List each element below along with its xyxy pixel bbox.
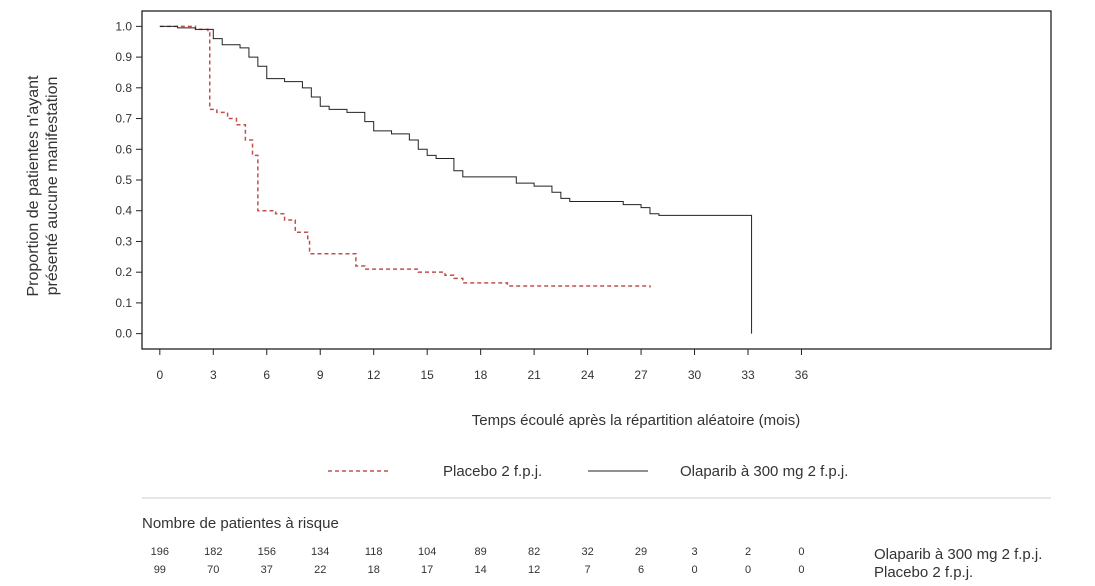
x-tick-label: 24 <box>581 368 595 382</box>
risk-table-title: Nombre de patientes à risque <box>142 515 339 532</box>
x-tick-label: 36 <box>795 368 809 382</box>
y-tick-label: 0.8 <box>115 81 132 95</box>
y-tick-label: 0.2 <box>115 265 132 279</box>
x-tick-label: 0 <box>156 368 163 382</box>
risk-value: 70 <box>207 564 219 576</box>
risk-row-label-olaparib: Olaparib à 300 mg 2 f.p.j. <box>874 546 1042 563</box>
x-tick-label: 9 <box>317 368 324 382</box>
risk-value: 2 <box>745 546 751 558</box>
x-tick-label: 18 <box>474 368 488 382</box>
risk-value: 32 <box>581 546 593 558</box>
risk-value: 0 <box>798 564 804 576</box>
risk-value: 99 <box>154 564 166 576</box>
y-tick-label: 0.3 <box>115 234 132 248</box>
risk-table: 196 182 156 134 118 104 89 82 32 29 3 2 099 70 37 22 18 1… <box>151 546 805 576</box>
risk-value: 182 <box>204 546 222 558</box>
risk-value: 29 <box>635 546 647 558</box>
risk-value: 7 <box>585 564 591 576</box>
risk-value: 17 <box>421 564 433 576</box>
risk-value: 22 <box>314 564 326 576</box>
x-tick-label: 33 <box>741 368 755 382</box>
y-axis-ticks: 0.0 0.1 0.2 0.3 0.4 0.5 0.6 0.7 0.8 0.9 1.0 <box>115 19 142 341</box>
risk-value: 156 <box>258 546 276 558</box>
risk-value: 104 <box>418 546 436 558</box>
risk-value: 118 <box>365 546 383 558</box>
risk-value: 3 <box>691 546 697 558</box>
y-axis-label-line-1: Proportion de patientes n'ayant <box>25 75 42 297</box>
x-tick-label: 15 <box>420 368 434 382</box>
series-line-olaparib <box>159 25 753 334</box>
y-axis-label-line-2: présenté aucune manifestation <box>44 77 61 296</box>
x-tick-label: 3 <box>210 368 217 382</box>
risk-value: 0 <box>745 564 751 576</box>
x-axis-label: Temps écoulé après la répartition aléato… <box>472 412 800 429</box>
risk-value: 89 <box>475 546 487 558</box>
series-line-placebo <box>159 25 651 288</box>
series-lines <box>159 25 753 334</box>
y-tick-label: 0.4 <box>115 204 132 218</box>
x-tick-label: 6 <box>263 368 270 382</box>
y-tick-label: 0.7 <box>115 112 132 126</box>
risk-value: 0 <box>798 546 804 558</box>
risk-value: 18 <box>368 564 380 576</box>
y-tick-label: 0.0 <box>115 327 132 341</box>
y-axis-label: Proportion de patientes n'ayant présenté… <box>25 75 61 297</box>
legend-label-olaparib: Olaparib à 300 mg 2 f.p.j. <box>680 463 848 480</box>
legend: Placebo 2 f.p.j. Olaparib à 300 mg 2 f.p… <box>328 463 848 480</box>
x-axis-ticks: 0 3 6 9 12 15 18 21 24 27 30 33 36 <box>156 349 808 382</box>
risk-value: 37 <box>261 564 273 576</box>
legend-label-placebo: Placebo 2 f.p.j. <box>443 463 542 480</box>
risk-value: 6 <box>638 564 644 576</box>
plot-frame <box>141 10 1052 350</box>
risk-value: 12 <box>528 564 540 576</box>
risk-value: 196 <box>151 546 169 558</box>
x-tick-label: 27 <box>634 368 648 382</box>
y-tick-label: 0.9 <box>115 50 132 64</box>
risk-value: 134 <box>311 546 329 558</box>
y-tick-label: 0.1 <box>115 296 132 310</box>
risk-value: 0 <box>691 564 697 576</box>
x-tick-label: 21 <box>527 368 541 382</box>
y-tick-label: 1.0 <box>115 19 132 33</box>
risk-row-label-placebo: Placebo 2 f.p.j. <box>874 564 973 581</box>
risk-value: 14 <box>475 564 487 576</box>
risk-value: 82 <box>528 546 540 558</box>
x-tick-label: 12 <box>367 368 381 382</box>
y-tick-label: 0.5 <box>115 173 132 187</box>
y-tick-label: 0.6 <box>115 142 132 156</box>
x-tick-label: 30 <box>688 368 702 382</box>
